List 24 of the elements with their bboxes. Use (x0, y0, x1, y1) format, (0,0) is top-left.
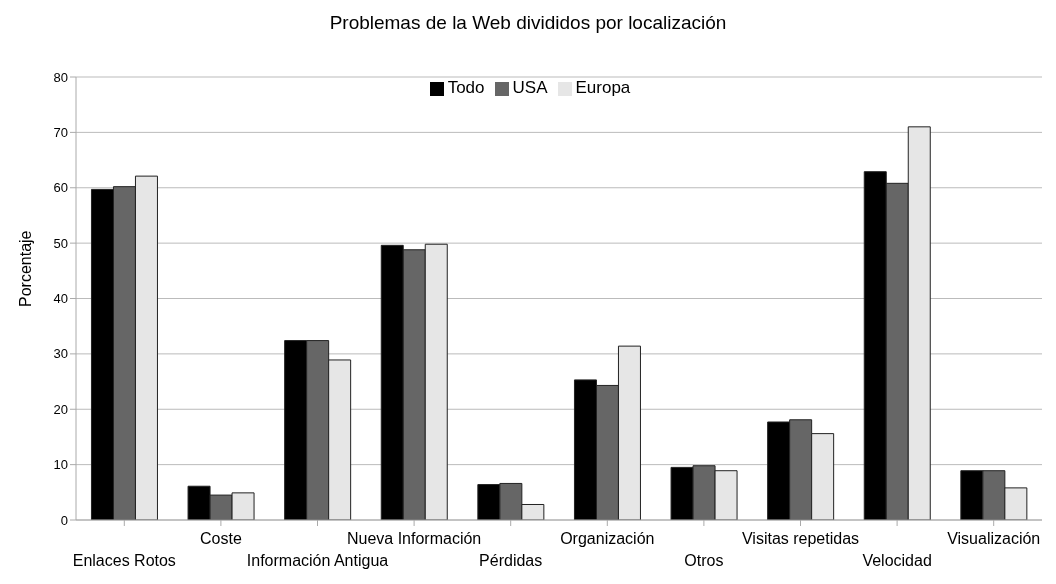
legend-label: Todo (447, 78, 485, 97)
y-tick-label: 60 (53, 180, 68, 196)
y-tick-label: 70 (53, 124, 68, 140)
y-tick-label: 40 (53, 291, 68, 307)
y-tick-label: 30 (53, 346, 68, 362)
x-tick-label: Otros (684, 552, 724, 569)
x-tick-label: Información Antigua (246, 552, 389, 569)
y-tick-label: 10 (53, 457, 68, 473)
x-tick-label: Enlaces Rotos (72, 552, 176, 569)
y-tick-label: 50 (53, 235, 68, 251)
legend-label: Europa (575, 78, 631, 97)
y-axis-title: Porcentaje (17, 230, 35, 307)
legend-label: USA (512, 78, 548, 97)
x-tick-label: Nueva Información (346, 530, 482, 547)
y-tick-label: 0 (60, 512, 68, 528)
x-tick-label: Velocidad (862, 552, 932, 569)
x-tick-label: Pérdidas (479, 552, 543, 569)
chart-title: Problemas de la Web divididos por localización (328, 12, 728, 34)
y-tick-label: 80 (53, 69, 68, 85)
x-tick-label: Organización (560, 530, 655, 547)
x-tick-label: Visualización (947, 530, 1041, 547)
y-tick-label: 20 (53, 401, 68, 417)
x-tick-label: Coste (200, 530, 242, 547)
x-tick-label: Visitas repetidas (741, 530, 860, 547)
